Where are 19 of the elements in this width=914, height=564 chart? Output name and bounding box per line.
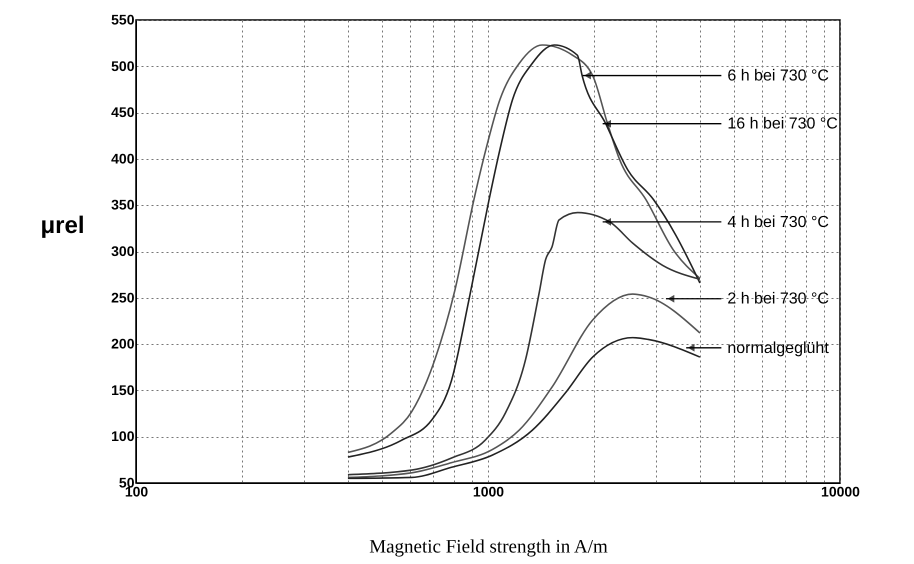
y-tick-label: 150 <box>111 382 135 398</box>
y-tick-label: 300 <box>111 243 135 259</box>
y-tick-label: 400 <box>111 150 135 166</box>
y-tick-label: 350 <box>111 196 135 213</box>
y-tick-label: 550 <box>111 12 135 28</box>
y-tick-label: 450 <box>111 104 135 120</box>
y-tick-label: 200 <box>111 336 135 352</box>
x-axis-title: Magnetic Field strength in A/m <box>369 536 608 558</box>
y-tick-label: 100 <box>111 428 135 444</box>
annotation: 6 h bei 730 °C <box>727 68 829 85</box>
y-tick-label: 500 <box>111 58 135 74</box>
annotation: 2 h bei 730 °C <box>727 290 829 308</box>
x-tick-label: 1000 <box>472 484 504 500</box>
y-tick-label: 250 <box>111 289 135 306</box>
x-tick-label: 10000 <box>821 484 860 500</box>
y-axis-title: μrel <box>40 212 85 240</box>
annotation: normalgeglüht <box>727 340 830 357</box>
annotation: 4 h bei 730 °C <box>727 214 829 231</box>
annotation: 16 h bei 730 °C <box>727 116 838 133</box>
